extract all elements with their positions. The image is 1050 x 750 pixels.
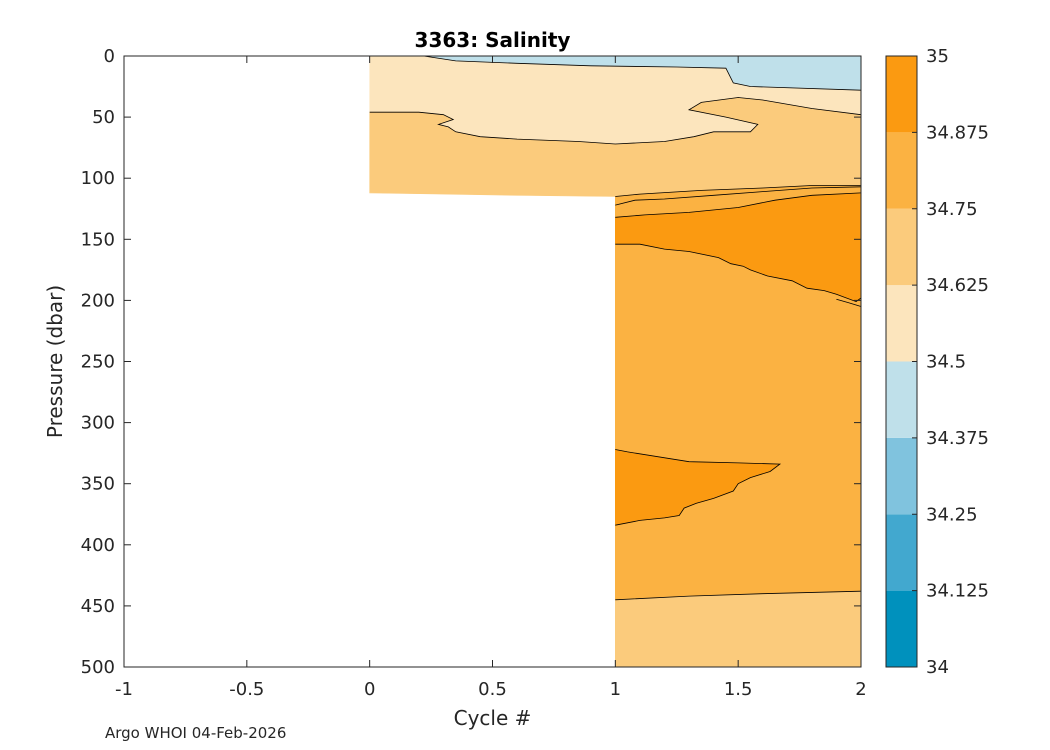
colorbar-swatch <box>886 437 917 515</box>
contour-line-1 <box>423 55 862 91</box>
contour-line-8 <box>615 449 782 526</box>
y-axis-title: Pressure (dbar) <box>43 285 67 438</box>
colorbar-label: 34.875 <box>926 122 989 143</box>
colorbar-swatch <box>886 56 917 133</box>
axis-ticks: -1 -0.5 0 0.5 1 1.5 2 0 50 100 150 200 250 300 350 400 4… <box>81 46 867 700</box>
contour-regions <box>369 55 862 668</box>
y-tick-label: 200 <box>81 290 115 311</box>
y-tick-label: 250 <box>81 352 115 373</box>
contour-line-4 <box>615 186 862 206</box>
contour-line-9 <box>615 590 862 601</box>
footer-credit: Argo WHOI 04-Feb-2026 <box>105 724 287 742</box>
y-tick-label: 100 <box>81 168 115 189</box>
contour-line-7 <box>836 298 862 307</box>
y-tick-label: 300 <box>81 413 115 434</box>
colorbar-label: 34 <box>926 657 949 678</box>
contour-line-2 <box>369 97 862 145</box>
colorbar-label: 35 <box>926 46 949 67</box>
x-tick-label: -0.5 <box>229 679 264 700</box>
colorbar-swatch <box>886 361 917 438</box>
chart-title: 3363: Salinity <box>415 28 571 52</box>
x-tick-label: 2 <box>855 679 866 700</box>
y-tick-label: 450 <box>81 596 115 617</box>
colorbar-swatch <box>886 590 917 667</box>
colorbar-label: 34.25 <box>926 504 978 525</box>
colorbar-swatch <box>886 514 917 591</box>
y-tick-label: 500 <box>81 657 115 678</box>
contour-line-3 <box>615 185 861 197</box>
x-tick-label: 0 <box>364 679 375 700</box>
colorbar: 34 34.125 34.25 34.375 34.5 34.625 34.75 34.875… <box>885 46 989 678</box>
y-tick-label: 150 <box>81 229 115 250</box>
contour-lines <box>369 55 862 601</box>
y-tick-label: 0 <box>104 46 115 67</box>
colorbar-label: 34.625 <box>926 275 989 296</box>
contour-line-6 <box>615 243 862 303</box>
x-axis-title: Cycle # <box>454 706 532 730</box>
contour-region-deep-layer <box>614 590 862 668</box>
colorbar-label: 34.5 <box>926 352 966 373</box>
colorbar-label: 34.375 <box>926 428 989 449</box>
colorbar-swatch <box>886 285 917 362</box>
colorbar-label: 34.125 <box>926 581 989 602</box>
y-tick-label: 350 <box>81 474 115 495</box>
colorbar-swatch <box>886 208 917 286</box>
x-tick-label: 0.5 <box>478 679 507 700</box>
colorbar-label: 34.75 <box>926 199 978 220</box>
contour-line-5 <box>615 192 862 218</box>
x-tick-label: 1 <box>610 679 621 700</box>
y-tick-label: 400 <box>81 535 115 556</box>
y-tick-label: 50 <box>92 107 115 128</box>
x-tick-label: 1.5 <box>724 679 753 700</box>
colorbar-swatch <box>886 132 917 209</box>
x-tick-label: -1 <box>115 679 133 700</box>
